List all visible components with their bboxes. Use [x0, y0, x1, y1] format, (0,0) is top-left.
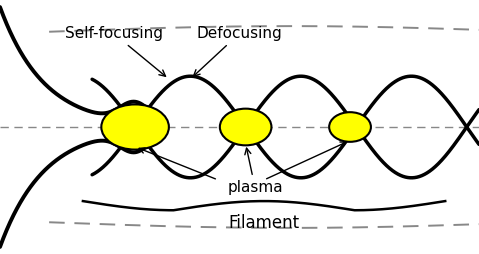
Ellipse shape — [220, 109, 272, 145]
Ellipse shape — [329, 112, 371, 142]
Text: Defocusing: Defocusing — [194, 26, 283, 76]
Ellipse shape — [102, 104, 169, 150]
Text: plasma: plasma — [227, 148, 283, 195]
Text: Filament: Filament — [228, 214, 300, 232]
Text: Self-focusing: Self-focusing — [65, 26, 166, 76]
